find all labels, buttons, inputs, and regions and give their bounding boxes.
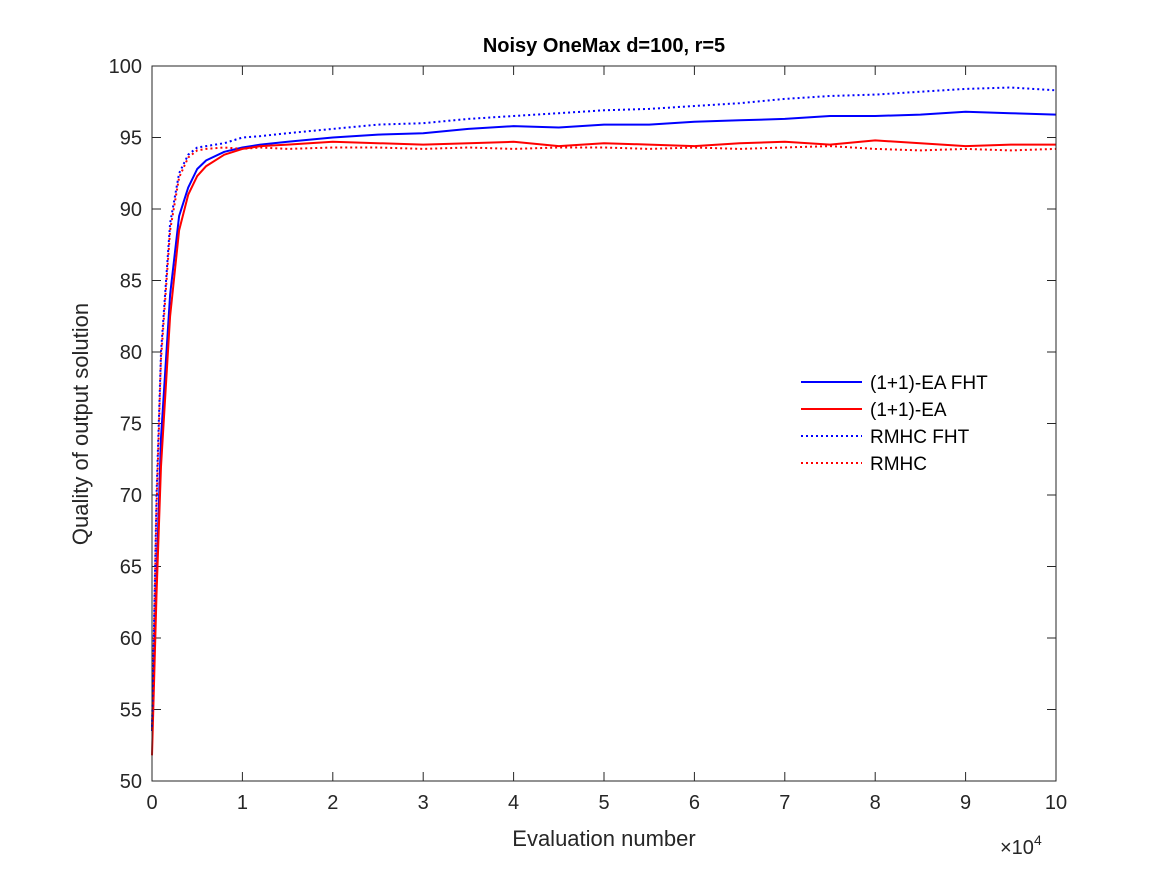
y-tick-label: 70 [120, 485, 142, 507]
legend: (1+1)-EA FHT (1+1)-EA RMHC FHT RMHC [801, 373, 988, 475]
y-tick-label: 65 [120, 557, 142, 579]
x-axis-label: Evaluation number [512, 826, 695, 851]
x-tick-label: 10 [1045, 792, 1067, 814]
legend-label-2: RMHC FHT [870, 427, 970, 448]
x-axis-exponent-base: ×10 [1000, 837, 1034, 859]
y-tick-label: 90 [120, 199, 142, 221]
series-lines [151, 86, 1057, 756]
y-tick-label: 80 [120, 342, 142, 364]
legend-label-1: (1+1)-EA [870, 400, 947, 421]
series-line-0 [151, 110, 1057, 732]
x-tick-label: 4 [508, 792, 519, 814]
x-tick-label: 9 [960, 792, 971, 814]
series-line-1 [151, 139, 1056, 756]
y-tick-label: 100 [109, 56, 142, 78]
axis-ticks: 0 1 2 3 4 5 6 7 8 9 10 50 55 60 65 70 75 80 85 90 95 100 [109, 56, 1068, 814]
x-tick-label: 1 [237, 792, 248, 814]
series-line-3 [151, 145, 1057, 730]
y-tick-label: 75 [120, 414, 142, 436]
legend-label-3: RMHC [870, 454, 927, 475]
x-tick-label: 2 [327, 792, 338, 814]
x-tick-label: 6 [689, 792, 700, 814]
x-tick-label: 5 [598, 792, 609, 814]
y-tick-label: 55 [120, 700, 142, 722]
x-axis-exponent: ×104 [1000, 832, 1042, 859]
x-tick-label: 8 [870, 792, 881, 814]
chart-title: Noisy OneMax d=100, r=5 [483, 35, 725, 57]
plot-frame [151, 65, 1057, 782]
x-tick-label: 0 [146, 792, 157, 814]
y-tick-label: 85 [120, 271, 142, 293]
plot-area [152, 66, 1056, 781]
legend-label-0: (1+1)-EA FHT [870, 373, 988, 394]
y-tick-label: 50 [120, 771, 142, 793]
x-axis-exponent-power: 4 [1034, 832, 1042, 848]
y-tick-label: 60 [120, 628, 142, 650]
y-axis-label: Quality of output solution [68, 303, 93, 545]
x-tick-label: 7 [779, 792, 790, 814]
x-tick-label: 3 [418, 792, 429, 814]
y-tick-label: 95 [120, 128, 142, 150]
